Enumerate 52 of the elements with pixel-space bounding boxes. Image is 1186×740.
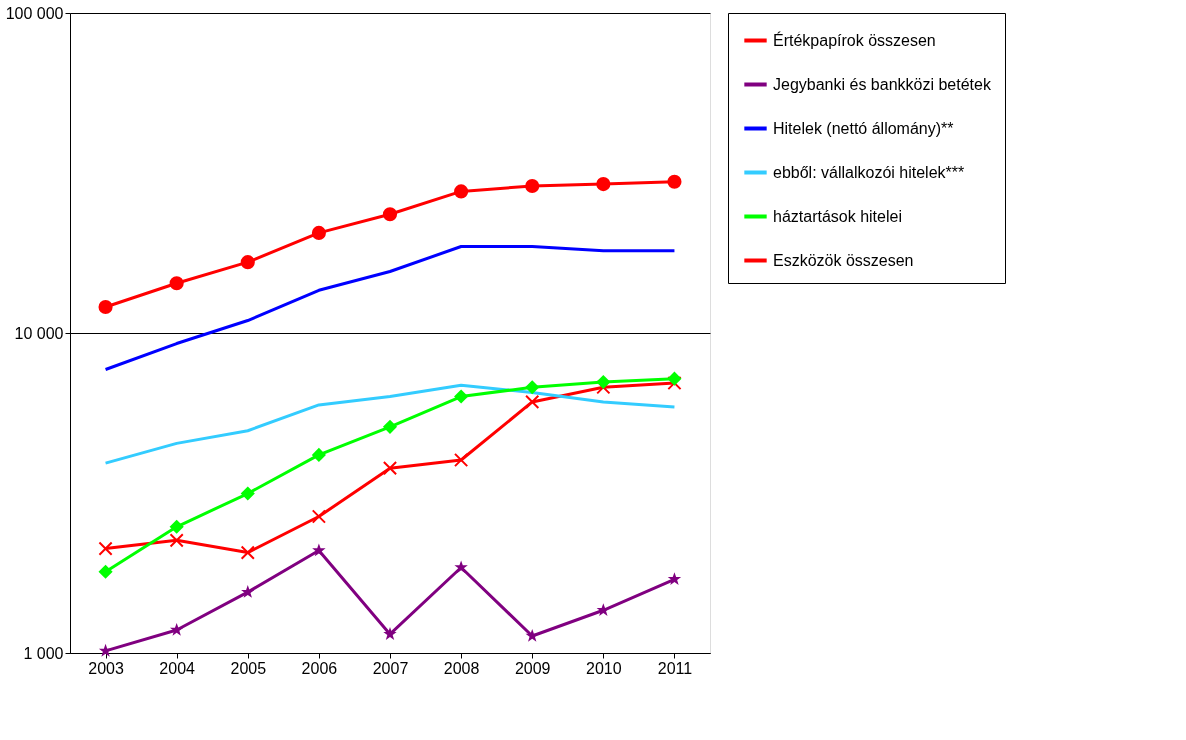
legend-label: Hitelek (nettó állomány)**: [773, 119, 954, 137]
point: [240, 486, 255, 501]
point: [311, 509, 327, 524]
legend-label: Eszközök összesen: [773, 251, 914, 269]
x-tick-label: 2009: [514, 659, 551, 677]
x-tick-label: 2008: [443, 659, 480, 677]
legend-label: Értékpapírok összesen: [773, 30, 936, 49]
point: [454, 560, 468, 574]
x-tick-label: 2011: [657, 659, 693, 677]
point: [312, 543, 326, 557]
point: [240, 545, 255, 560]
legend-label: Jegybanki és bankközi betétek: [773, 75, 992, 93]
point: [667, 572, 682, 585]
point: [454, 184, 469, 199]
legend-label: ebből: vállalkozói hitelek***: [773, 163, 965, 181]
point: [311, 447, 326, 462]
y-tick-label: 1 000: [23, 644, 64, 662]
point: [241, 585, 255, 598]
point: [240, 255, 255, 270]
point: [383, 627, 397, 640]
y-tick-label: 10 000: [14, 324, 64, 342]
point: [169, 519, 184, 534]
point: [667, 371, 682, 386]
point: [98, 564, 113, 579]
point: [525, 178, 540, 194]
point: [169, 622, 184, 636]
point: [596, 603, 611, 616]
x-tick-label: 2004: [159, 659, 196, 677]
x-tick-label: 2006: [301, 659, 338, 677]
point: [525, 628, 539, 642]
point: [382, 419, 398, 434]
point: [525, 380, 540, 395]
point: [169, 276, 184, 291]
point: [98, 541, 113, 556]
point: [453, 452, 469, 468]
point: [525, 394, 540, 410]
x-tick-label: 2005: [230, 659, 267, 677]
point: [382, 461, 398, 476]
x-tick-label: 2007: [372, 659, 409, 677]
x-tick-label: 2010: [586, 659, 622, 677]
point: [596, 177, 611, 192]
legend-label: háztartások hitelei: [773, 207, 902, 225]
x-tick-label: 2003: [88, 659, 124, 677]
line-series: [104, 245, 676, 371]
point: [596, 374, 611, 390]
point: [382, 207, 398, 222]
point: [667, 174, 682, 189]
point: [98, 299, 113, 315]
y-tick-label: 100 000: [5, 4, 64, 22]
point: [454, 389, 469, 404]
point: [311, 225, 326, 240]
point: [169, 533, 184, 548]
